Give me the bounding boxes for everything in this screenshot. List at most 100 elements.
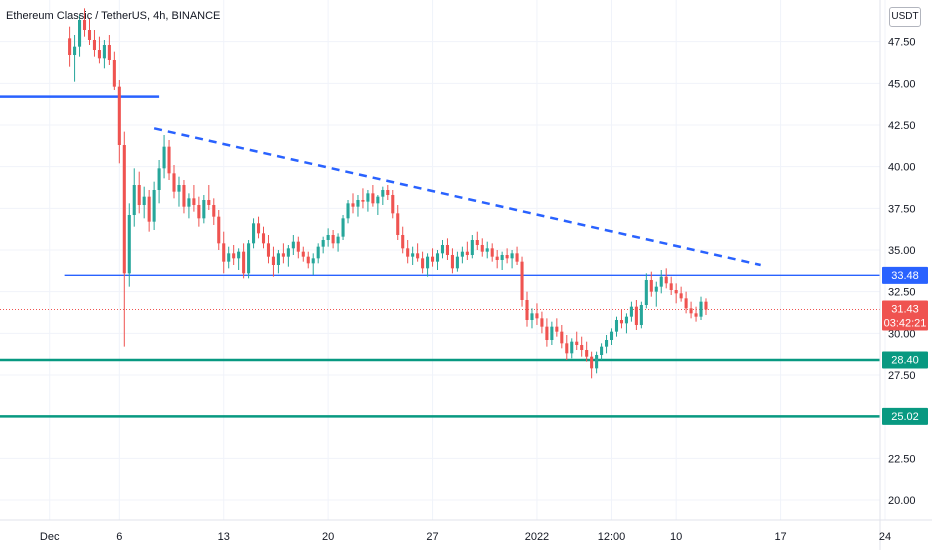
time-tick-label: 2022 — [525, 531, 549, 543]
candle-body — [490, 248, 494, 257]
time-tick-label: Dec — [40, 531, 60, 543]
candle-body — [87, 30, 92, 40]
candle-body — [97, 50, 101, 59]
candle-body — [545, 326, 549, 340]
candle-body — [664, 276, 668, 284]
candle-body — [291, 241, 295, 249]
candle-body — [326, 235, 330, 240]
currency-button[interactable]: USDT — [889, 7, 921, 27]
candle-body — [232, 253, 236, 259]
price-tick-label: 40.00 — [888, 162, 916, 174]
candle-body — [137, 185, 141, 205]
candle-body — [639, 305, 643, 325]
candle-body — [440, 245, 445, 254]
candle-body — [78, 20, 82, 47]
time-tick-label: 17 — [774, 531, 786, 543]
candle-body — [505, 255, 509, 259]
candle-body — [187, 198, 191, 207]
candle-body — [192, 198, 196, 205]
candle-body — [227, 253, 231, 262]
price-badge — [882, 300, 928, 331]
candle-body — [515, 253, 519, 262]
candle-body — [167, 146, 171, 174]
grid — [0, 0, 886, 520]
candle-body — [426, 256, 430, 269]
candle-body — [460, 251, 464, 257]
candle-body — [132, 185, 136, 215]
candle-body — [565, 343, 569, 354]
candle-body — [585, 350, 589, 357]
candle-body — [520, 261, 524, 300]
candle-body — [391, 195, 395, 214]
candle-body — [376, 196, 380, 204]
candle-body — [386, 190, 390, 195]
candle-body — [465, 251, 469, 255]
candle-body — [445, 245, 449, 255]
candle-body — [629, 306, 633, 317]
candle-body — [580, 345, 584, 350]
candle-body — [271, 256, 275, 265]
candle-body — [237, 251, 241, 259]
candle-body — [102, 45, 106, 59]
candle-body — [127, 215, 131, 274]
candle-body — [381, 190, 385, 197]
candle-body — [595, 355, 599, 369]
candle-body — [669, 283, 673, 290]
candle-body — [406, 248, 410, 257]
candle-body — [590, 356, 594, 369]
candle-body — [435, 253, 440, 262]
price-badge-label: 03:42:21 — [884, 318, 927, 330]
price-badge-label: 31.43 — [891, 304, 919, 316]
candle-body — [500, 255, 504, 260]
candle-body — [431, 256, 435, 262]
candle-body — [366, 193, 370, 202]
candle-body — [73, 46, 77, 55]
price-badge-label: 33.48 — [891, 270, 919, 282]
candle-body — [699, 301, 703, 317]
candle-body — [535, 313, 539, 319]
candle-body — [525, 300, 529, 320]
price-tick-label: 45.00 — [888, 78, 916, 90]
candle-body — [600, 346, 604, 355]
candle-body — [301, 251, 305, 257]
candle-body — [455, 256, 459, 269]
candle-body — [689, 308, 693, 314]
time-tick-label: 13 — [218, 531, 230, 543]
candle-body — [619, 320, 624, 324]
time-tick-label: 12:00 — [598, 531, 626, 543]
candle-body — [654, 286, 658, 292]
candle-body — [480, 245, 484, 252]
candle-body — [252, 223, 256, 244]
candle-body — [624, 316, 628, 324]
candle-body — [540, 318, 544, 327]
price-levels — [0, 95, 880, 418]
candle-body — [92, 40, 97, 50]
candle-body — [346, 203, 350, 219]
candle-body — [281, 253, 285, 257]
candles — [68, 8, 708, 379]
candle-body — [266, 243, 271, 257]
candle-body — [296, 241, 300, 252]
candle-body — [331, 235, 335, 244]
candle-body — [316, 246, 320, 259]
candle-body — [207, 200, 211, 205]
candle-body — [684, 298, 688, 309]
candle-body — [659, 276, 663, 287]
price-tick-label: 35.00 — [888, 245, 916, 257]
price-tick-label: 22.50 — [888, 453, 916, 465]
candle-body — [450, 255, 454, 269]
candle-body — [172, 173, 176, 192]
price-tick-label: 32.50 — [888, 287, 916, 299]
candle-body — [112, 60, 116, 87]
candle-body — [351, 203, 355, 207]
candle-body — [152, 190, 156, 222]
candle-body — [222, 243, 226, 262]
price-tick-label: 42.50 — [888, 120, 916, 132]
candle-body — [177, 185, 181, 192]
candle-body — [485, 248, 489, 252]
candle-body — [555, 326, 559, 332]
candle-body — [197, 205, 201, 219]
candle-body — [117, 86, 121, 145]
